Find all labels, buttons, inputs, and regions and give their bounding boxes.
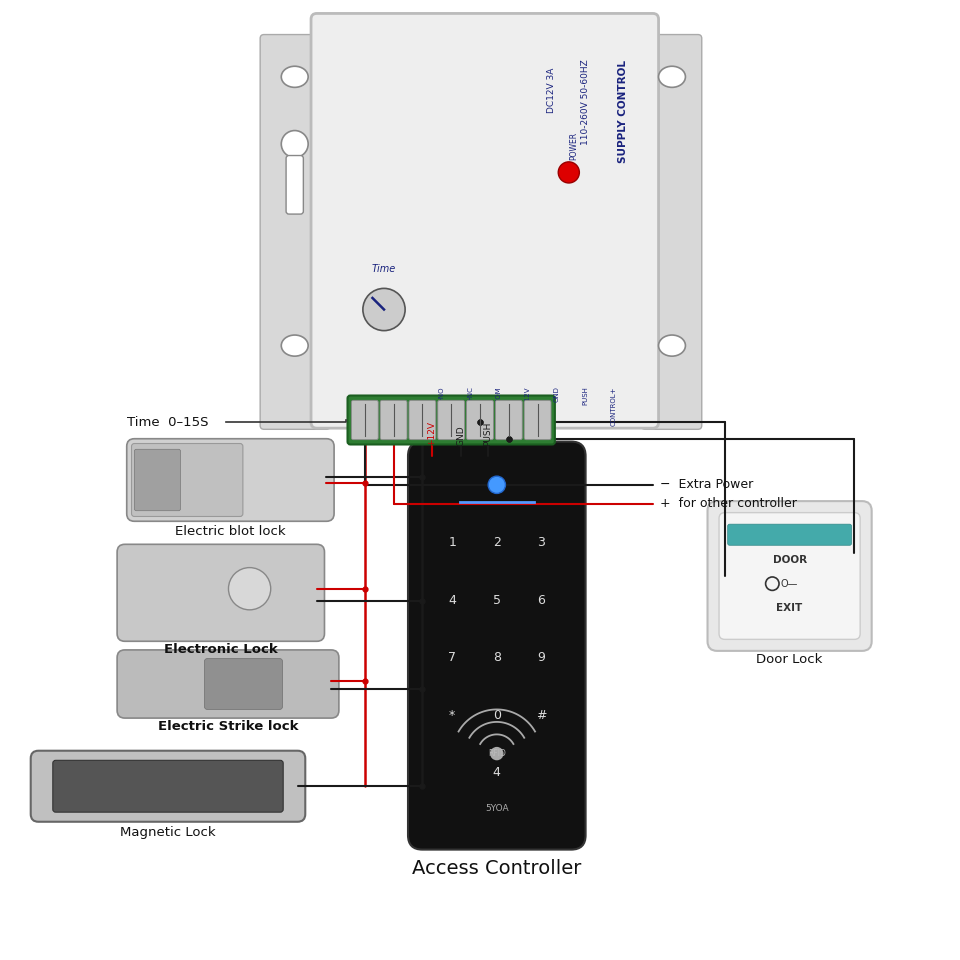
FancyBboxPatch shape (311, 13, 659, 428)
Text: 5: 5 (492, 593, 501, 607)
Text: PUSH: PUSH (582, 386, 588, 405)
FancyBboxPatch shape (408, 442, 586, 850)
Text: 1: 1 (448, 536, 456, 549)
Circle shape (228, 567, 271, 610)
Text: 9: 9 (538, 651, 545, 664)
Text: +12V: +12V (427, 421, 437, 446)
FancyBboxPatch shape (286, 156, 303, 214)
Text: Electronic Lock: Electronic Lock (164, 643, 277, 657)
Text: +12V: +12V (524, 386, 531, 406)
Text: SUPPLY CONTROL: SUPPLY CONTROL (617, 60, 628, 162)
FancyBboxPatch shape (495, 400, 522, 440)
FancyBboxPatch shape (53, 760, 283, 812)
FancyBboxPatch shape (204, 659, 282, 709)
FancyBboxPatch shape (719, 513, 860, 639)
FancyBboxPatch shape (127, 439, 334, 521)
Text: -COM: -COM (495, 386, 502, 405)
Text: #: # (537, 708, 546, 722)
Ellipse shape (281, 66, 308, 87)
Text: 5YOA: 5YOA (485, 804, 509, 813)
Text: Electric blot lock: Electric blot lock (175, 525, 286, 539)
FancyBboxPatch shape (380, 400, 407, 440)
Text: 110-260V 50-60HZ: 110-260V 50-60HZ (581, 60, 590, 145)
FancyBboxPatch shape (117, 650, 339, 718)
FancyBboxPatch shape (132, 444, 243, 516)
FancyBboxPatch shape (728, 524, 852, 545)
Ellipse shape (281, 335, 308, 356)
FancyBboxPatch shape (467, 400, 493, 440)
Text: +NC: +NC (467, 386, 473, 402)
Text: 8: 8 (492, 651, 501, 664)
Text: 0: 0 (492, 708, 501, 722)
Text: 3: 3 (538, 536, 545, 549)
Text: GND: GND (553, 386, 560, 402)
Text: POWER: POWER (569, 132, 578, 159)
Text: O—: O— (780, 579, 799, 588)
FancyBboxPatch shape (348, 396, 555, 444)
Circle shape (281, 131, 308, 157)
FancyBboxPatch shape (708, 501, 872, 651)
Text: PUSH: PUSH (483, 422, 492, 446)
Text: +  for other controller: + for other controller (660, 497, 798, 511)
Text: GND: GND (456, 426, 466, 446)
Text: Access Controller: Access Controller (412, 859, 582, 878)
Text: Door Lock: Door Lock (756, 653, 823, 666)
Ellipse shape (659, 335, 685, 356)
Text: DC12V 3A: DC12V 3A (547, 67, 557, 113)
FancyBboxPatch shape (438, 400, 465, 440)
Text: 2: 2 (492, 536, 501, 549)
Text: +NO: +NO (438, 386, 444, 402)
Text: EXIT: EXIT (777, 603, 803, 612)
Text: Electric Strike lock: Electric Strike lock (157, 720, 299, 733)
Circle shape (488, 476, 505, 493)
FancyBboxPatch shape (134, 449, 180, 511)
Text: DOOR: DOOR (773, 555, 806, 564)
FancyBboxPatch shape (524, 400, 551, 440)
Text: 4: 4 (448, 593, 456, 607)
Text: CONTROL+: CONTROL+ (611, 386, 617, 425)
Circle shape (363, 288, 405, 330)
FancyBboxPatch shape (31, 751, 305, 822)
Circle shape (559, 162, 580, 183)
Text: Magnetic Lock: Magnetic Lock (120, 826, 216, 839)
Text: 7: 7 (448, 651, 456, 664)
Text: 4: 4 (492, 766, 501, 780)
Text: Time: Time (372, 264, 396, 275)
Text: 6: 6 (538, 593, 545, 607)
Ellipse shape (659, 66, 685, 87)
Text: −  Extra Power: − Extra Power (660, 478, 754, 492)
FancyBboxPatch shape (260, 35, 330, 429)
Text: *: * (449, 708, 455, 722)
FancyBboxPatch shape (117, 544, 324, 641)
FancyBboxPatch shape (351, 400, 378, 440)
Text: RFID: RFID (488, 749, 506, 758)
FancyBboxPatch shape (641, 35, 702, 429)
Circle shape (490, 747, 503, 760)
Text: Time  0–15S: Time 0–15S (128, 416, 208, 429)
FancyBboxPatch shape (409, 400, 436, 440)
